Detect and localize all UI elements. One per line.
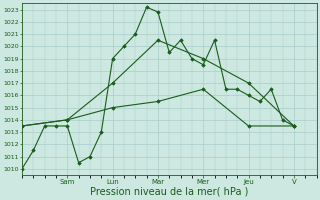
X-axis label: Pression niveau de la mer( hPa ): Pression niveau de la mer( hPa ) [90, 187, 248, 197]
